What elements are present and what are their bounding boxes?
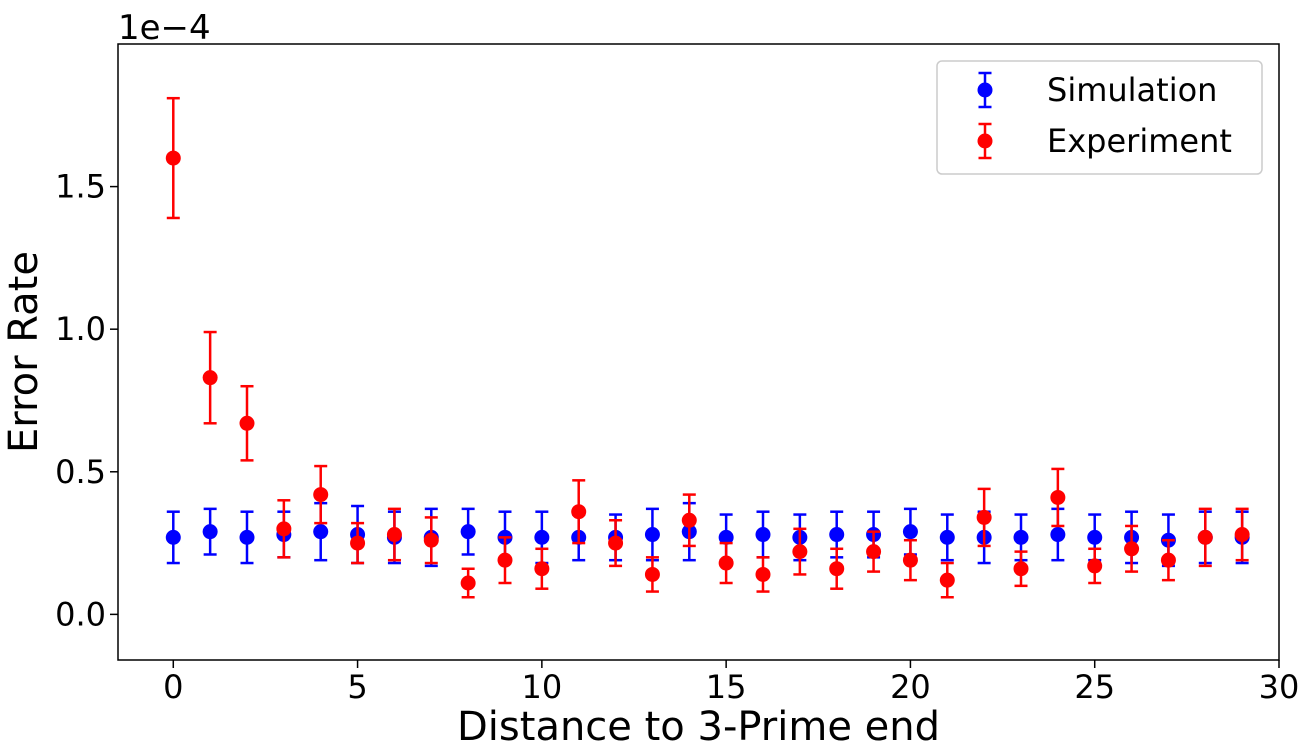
legend-marker — [977, 133, 993, 149]
data-point — [239, 415, 255, 431]
data-point — [718, 555, 734, 571]
data-point — [939, 572, 955, 588]
data-point — [829, 527, 845, 543]
y-scale-offset-label: 1e−4 — [118, 8, 211, 48]
data-point — [1087, 529, 1103, 545]
data-point — [608, 535, 624, 551]
x-axis: 0 5 10 15 20 25 30 — [163, 660, 1299, 706]
x-tick-label: 20 — [890, 668, 931, 706]
data-point — [1013, 561, 1029, 577]
data-point — [202, 370, 218, 386]
data-point — [350, 535, 366, 551]
y-axis: 0.0 0.5 1.0 1.5 — [55, 168, 118, 633]
data-point — [534, 529, 550, 545]
legend-label: Experiment — [1047, 122, 1232, 160]
data-point — [165, 529, 181, 545]
x-tick-label: 30 — [1259, 668, 1300, 706]
data-point — [276, 521, 292, 537]
data-point — [829, 561, 845, 577]
plot-frame — [117, 43, 1280, 661]
x-tick-label: 15 — [706, 668, 747, 706]
legend: Simulation Experiment — [936, 60, 1263, 175]
data-point — [976, 509, 992, 525]
data-point — [902, 524, 918, 540]
x-axis-title: Distance to 3-Prime end — [457, 704, 940, 748]
x-tick-label: 25 — [1074, 668, 1115, 706]
data-point — [1234, 527, 1250, 543]
data-point — [1087, 558, 1103, 574]
series-simulation — [165, 501, 1250, 568]
y-tick-label: 1.0 — [55, 310, 106, 348]
legend-marker — [977, 82, 993, 98]
x-tick-label: 10 — [521, 668, 562, 706]
x-tick-label: 5 — [347, 668, 367, 706]
data-point — [460, 575, 476, 591]
legend-label: Simulation — [1047, 71, 1217, 109]
legend-box — [936, 60, 1263, 175]
data-point — [644, 566, 660, 582]
y-axis-title: Error Rate — [1, 251, 47, 453]
data-point — [1197, 529, 1213, 545]
data-point — [423, 532, 439, 548]
data-point — [866, 544, 882, 560]
data-point — [386, 527, 402, 543]
data-marks — [165, 96, 1250, 599]
data-point — [681, 512, 697, 528]
data-point — [755, 566, 771, 582]
data-point — [939, 529, 955, 545]
data-point — [902, 552, 918, 568]
y-tick-label: 0.5 — [55, 453, 106, 491]
data-point — [1050, 527, 1066, 543]
data-point — [1050, 489, 1066, 505]
series-experiment — [165, 96, 1250, 599]
data-point — [202, 524, 218, 540]
data-point — [497, 552, 513, 568]
data-point — [239, 529, 255, 545]
data-point — [1160, 552, 1176, 568]
y-tick-label: 1.5 — [55, 168, 106, 206]
data-point — [1124, 541, 1140, 557]
data-point — [313, 487, 329, 503]
data-point — [644, 527, 660, 543]
data-point — [165, 150, 181, 166]
data-point — [718, 529, 734, 545]
data-point — [313, 524, 329, 540]
x-tick-label: 0 — [163, 668, 183, 706]
data-point — [534, 561, 550, 577]
data-point — [792, 544, 808, 560]
data-point — [1013, 529, 1029, 545]
data-point — [755, 527, 771, 543]
data-point — [571, 504, 587, 520]
y-tick-label: 0.0 — [55, 595, 106, 633]
data-point — [460, 524, 476, 540]
